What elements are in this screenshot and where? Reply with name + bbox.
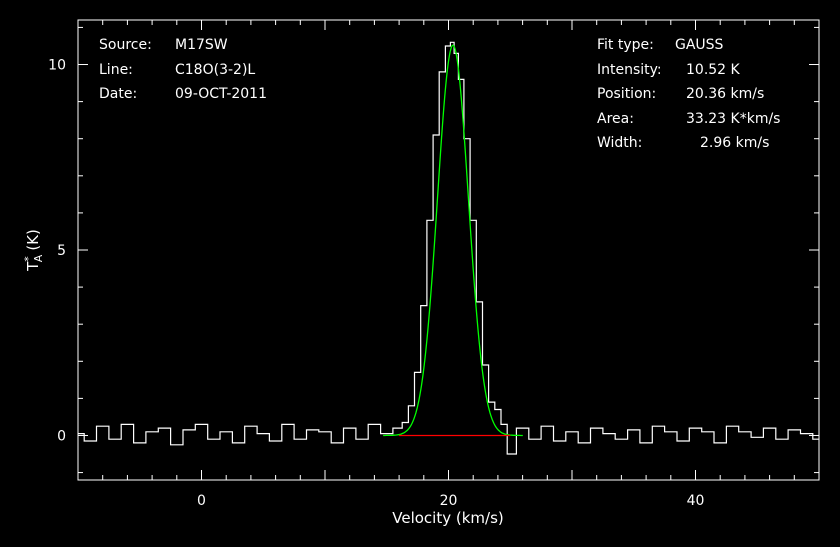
x-axis-label: Velocity (km/s): [392, 509, 503, 527]
x-tick-label: 0: [197, 493, 206, 509]
axis-ticks: [77, 20, 820, 480]
source-label: Source:: [99, 37, 152, 53]
header-right: Fit type: GAUSS Intensity: 10.52 K Posit…: [597, 37, 780, 213]
source-value: M17SW: [175, 37, 228, 53]
data-series: [78, 41, 819, 455]
tick-labels: 0 20 40 0 5 10: [48, 58, 704, 509]
position-value: 20.36 km/s: [686, 86, 765, 102]
fit-type-label: Fit type:: [597, 37, 654, 53]
width-label: Width:: [597, 135, 643, 151]
area-label: Area:: [597, 111, 634, 127]
y-tick-label: 10: [48, 58, 66, 74]
fit-type-value: GAUSS: [675, 37, 724, 53]
svg-text:T*A(K): T*A (K): [22, 229, 45, 272]
header-left: Source: M17SW Line: C18O(3-2)L Date: 09-…: [99, 37, 267, 149]
x-tick-label: 20: [440, 493, 458, 509]
y-axis-label-sub: A: [32, 254, 45, 262]
x-tick-label: 40: [687, 493, 705, 509]
width-value: 2.96 km/s: [700, 135, 770, 151]
y-axis-label-sup: *: [22, 256, 35, 262]
date-value: 09-OCT-2011: [175, 86, 267, 102]
intensity-label: Intensity:: [597, 62, 662, 78]
y-axis-label-symbol: T: [24, 261, 42, 272]
y-axis-label: T*A (K): [22, 229, 45, 272]
position-label: Position:: [597, 86, 657, 102]
intensity-value: 10.52 K: [686, 62, 740, 78]
gaussian-fit-curve: [383, 44, 523, 437]
line-label: Line:: [99, 62, 133, 78]
area-value: 33.23 K*km/s: [686, 111, 781, 127]
y-tick-label: 0: [57, 428, 66, 444]
date-label: Date:: [99, 86, 138, 102]
y-axis-label-unit: (K): [24, 229, 42, 251]
line-value: C18O(3-2)L: [175, 62, 256, 78]
observed-spectrum: [78, 41, 819, 455]
y-tick-label: 5: [57, 243, 66, 259]
